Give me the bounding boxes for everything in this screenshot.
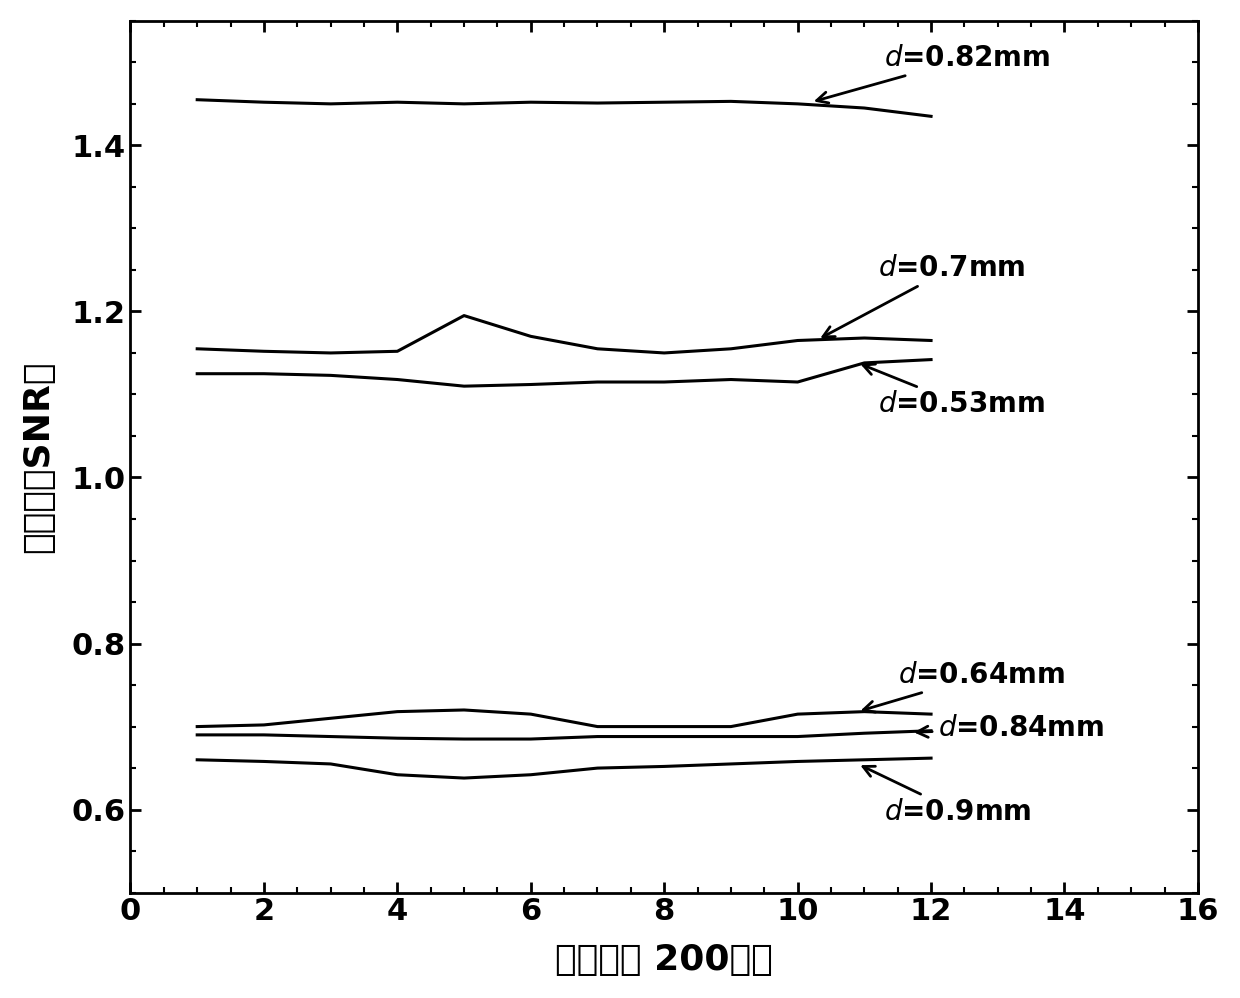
Text: $d$=0.64mm: $d$=0.64mm: [863, 661, 1065, 713]
Y-axis label: 信噪比（SNR）: 信噪比（SNR）: [21, 360, 55, 553]
Text: $d$=0.9mm: $d$=0.9mm: [863, 766, 1032, 826]
Text: $d$=0.84mm: $d$=0.84mm: [916, 715, 1104, 743]
Text: $d$=0.53mm: $d$=0.53mm: [863, 364, 1044, 418]
Text: $d$=0.7mm: $d$=0.7mm: [823, 254, 1025, 337]
X-axis label: 扫描步长 200微米: 扫描步长 200微米: [556, 943, 773, 977]
Text: $d$=0.82mm: $d$=0.82mm: [817, 44, 1050, 103]
